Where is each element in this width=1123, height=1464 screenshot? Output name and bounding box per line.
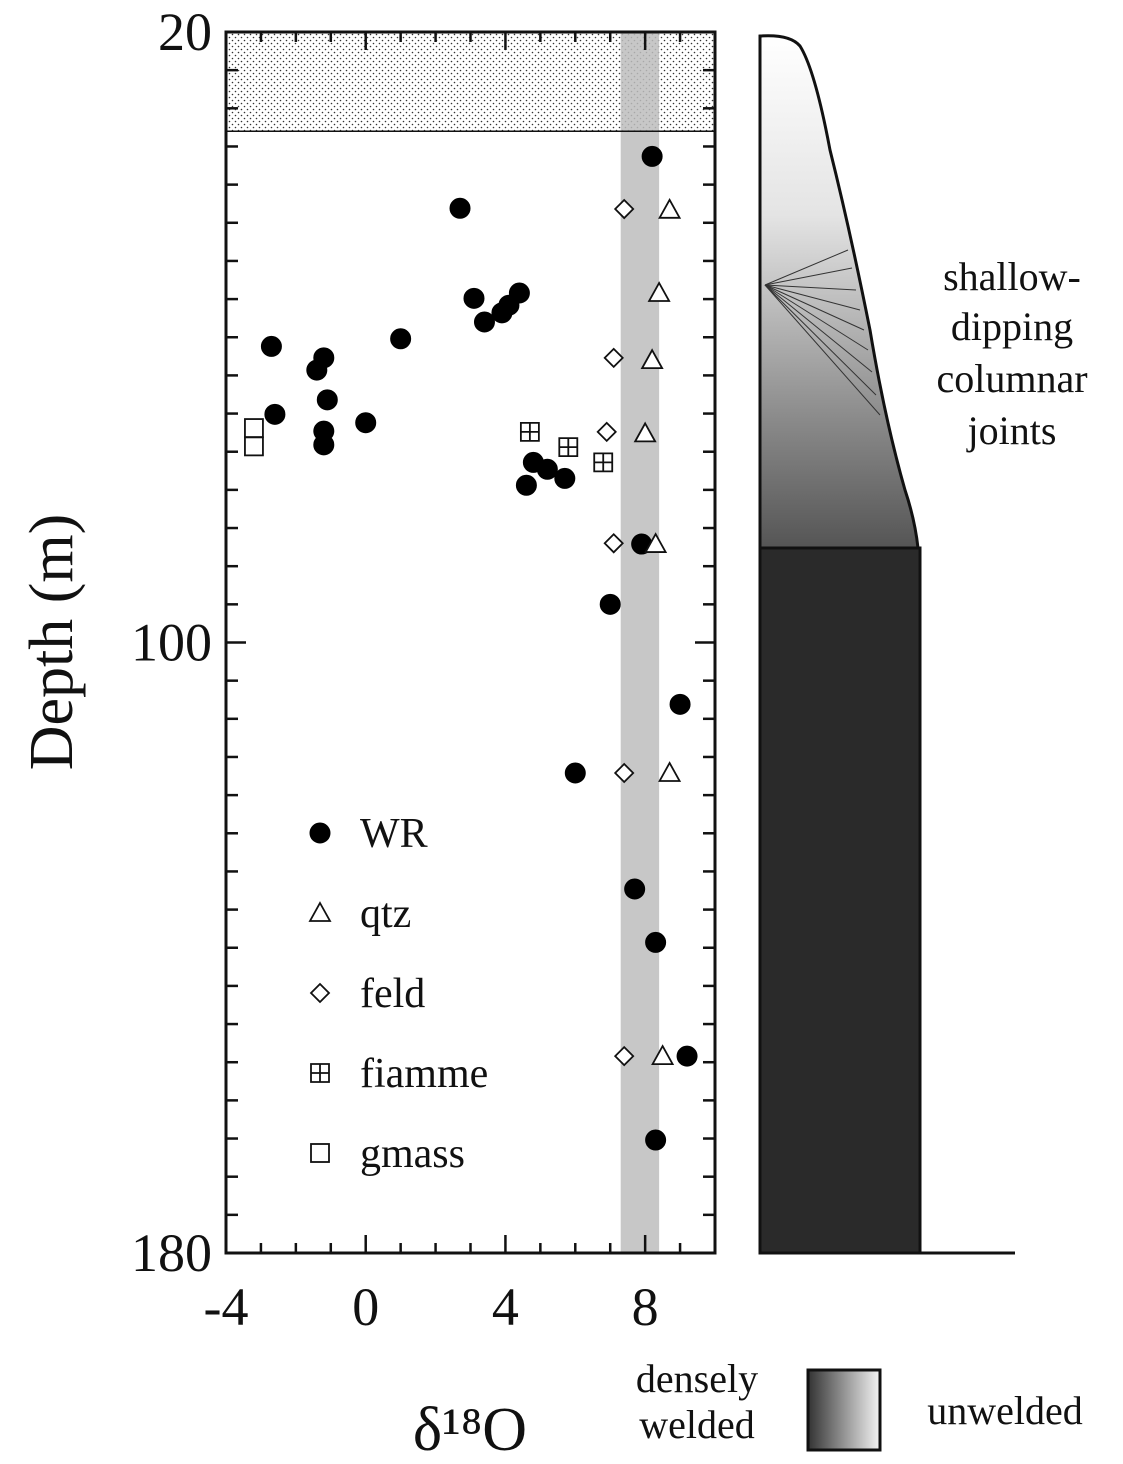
legend-label: fiamme <box>360 1051 488 1097</box>
point <box>473 311 495 333</box>
profile-lower <box>758 546 922 1255</box>
point <box>593 452 614 473</box>
point <box>264 403 286 425</box>
legend-marker <box>310 1063 330 1083</box>
legend-marker <box>309 982 331 1004</box>
point <box>676 1045 698 1067</box>
legend-marker <box>310 1143 330 1163</box>
welding-label: welded <box>639 1402 755 1447</box>
point <box>564 762 586 784</box>
point <box>596 421 617 443</box>
plot: -4 0 4 8 20 100 180 WR qtz feld fiamme gmass <box>131 2 717 1337</box>
point <box>244 418 264 438</box>
point <box>624 878 646 900</box>
y-tick-label: 180 <box>131 1223 212 1283</box>
point <box>644 532 668 553</box>
x-axis-label: δ¹⁸O <box>413 1396 527 1464</box>
legend-marker <box>308 901 332 922</box>
point <box>645 1129 667 1151</box>
point <box>508 282 530 304</box>
x-tick-label: -4 <box>204 1277 249 1337</box>
welding-label: densely <box>636 1356 758 1401</box>
legend-label: gmass <box>360 1131 465 1177</box>
annotation: columnar <box>936 356 1087 401</box>
welding-profile: shallow- dipping columnar joints densely… <box>636 34 1088 1452</box>
point <box>355 412 377 434</box>
point <box>647 281 671 302</box>
point <box>651 1044 675 1066</box>
y-tick-label: 20 <box>158 2 212 62</box>
point <box>313 434 335 456</box>
point <box>669 693 691 715</box>
point <box>658 197 682 219</box>
point <box>260 335 282 357</box>
point <box>316 389 338 411</box>
legend-label: WR <box>360 811 428 857</box>
annotation: shallow- <box>943 254 1081 299</box>
point <box>244 436 264 457</box>
joints <box>764 249 881 416</box>
legend-label: qtz <box>360 891 411 937</box>
point <box>640 348 664 370</box>
point <box>390 328 412 350</box>
point <box>603 533 624 554</box>
point <box>603 347 624 369</box>
y-axis-label: Depth (m) <box>18 514 86 771</box>
legend-marker <box>309 822 331 844</box>
point <box>536 458 558 480</box>
point <box>463 287 485 309</box>
annotation: joints <box>966 408 1057 453</box>
point <box>613 762 635 784</box>
x-tick-label: 8 <box>632 1277 659 1337</box>
point <box>515 474 537 496</box>
annotation: dipping <box>951 304 1073 349</box>
welding-legend-box <box>806 1368 882 1452</box>
point <box>306 359 328 381</box>
profile-upper <box>758 34 920 550</box>
point <box>645 931 667 953</box>
point <box>641 145 663 167</box>
y-tick-label: 100 <box>131 613 212 673</box>
point <box>658 761 682 782</box>
point <box>449 197 471 219</box>
point <box>554 467 576 489</box>
point <box>519 421 540 442</box>
welding-label: unwelded <box>927 1388 1083 1433</box>
x-tick-label: 0 <box>352 1277 379 1337</box>
point <box>633 421 657 443</box>
x-tick-label: 4 <box>492 1277 519 1337</box>
point <box>558 437 579 458</box>
point <box>613 198 635 220</box>
point <box>599 593 621 615</box>
legend-label: feld <box>360 971 425 1017</box>
point <box>613 1045 635 1067</box>
